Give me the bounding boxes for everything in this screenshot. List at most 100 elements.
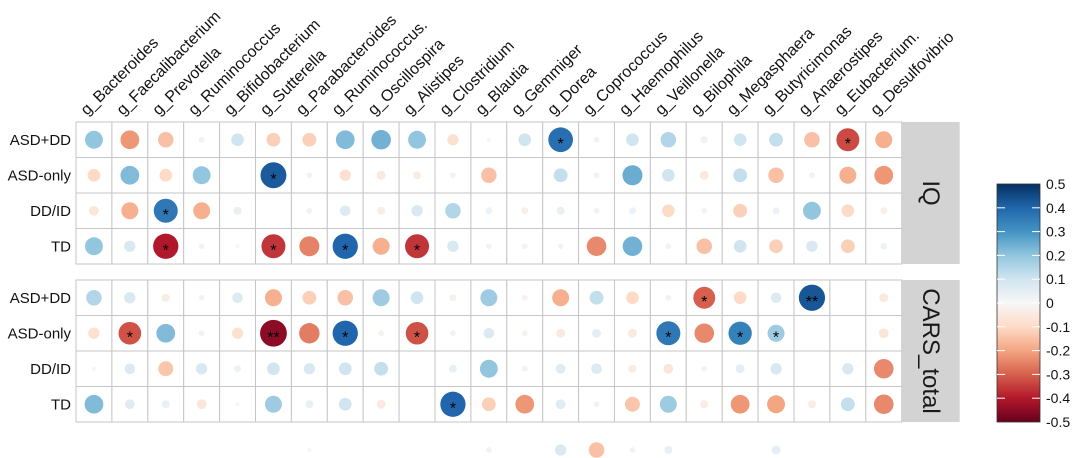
correlation-circle <box>120 130 140 150</box>
panel-grids <box>75 121 903 423</box>
grid-cell <box>793 350 831 387</box>
correlation-circle <box>696 238 712 254</box>
correlation-circle <box>156 323 176 343</box>
correlation-circle <box>332 320 358 346</box>
colorbar-tick-label: -0.1 <box>1046 319 1070 335</box>
correlation-circle <box>408 130 426 149</box>
correlation-circle <box>593 401 600 408</box>
correlation-circle <box>413 171 422 180</box>
significance-marker: * <box>737 329 743 346</box>
facet-strip-label: IQ <box>917 180 944 205</box>
correlation-circle <box>89 205 99 216</box>
row-label: ASD+DD <box>10 290 71 307</box>
correlation-circle <box>798 284 826 311</box>
correlation-circle <box>405 321 429 345</box>
correlation-circle <box>338 397 352 411</box>
correlation-circle <box>660 132 677 148</box>
row-label: DD/ID <box>30 361 71 378</box>
grid-cell <box>398 350 436 387</box>
correlation-circle <box>807 400 816 409</box>
correlation-circle-cropped <box>771 445 781 455</box>
correlation-circle <box>728 321 752 345</box>
correlation-circle <box>264 395 282 413</box>
significance-marker: * <box>701 294 707 311</box>
correlation-circle <box>339 169 351 181</box>
correlation-circle <box>557 243 564 250</box>
correlation-circle <box>196 399 207 410</box>
correlation-circle <box>332 233 358 259</box>
correlation-circle <box>589 290 604 305</box>
grid-cell <box>326 121 364 158</box>
correlation-circle <box>735 364 745 374</box>
row-label: TD <box>51 396 71 413</box>
grid-cell <box>829 315 867 352</box>
correlation-circle <box>769 132 783 147</box>
correlation-circle <box>159 168 173 182</box>
correlation-circle <box>694 323 715 344</box>
correlation-circle <box>449 294 457 302</box>
row-label: ASD-only <box>8 167 72 184</box>
correlation-circle <box>306 207 313 214</box>
correlation-circle <box>235 244 240 249</box>
grid-cell <box>506 157 544 194</box>
significance-marker: * <box>450 400 456 417</box>
correlation-circle <box>518 133 532 147</box>
correlation-circle <box>303 363 316 375</box>
correlation-circle <box>839 166 857 184</box>
significance-marker: * <box>342 329 348 346</box>
correlation-circle <box>627 328 637 338</box>
correlation-circle <box>411 205 423 217</box>
correlation-circle <box>556 328 566 338</box>
grid-cell <box>793 315 831 352</box>
correlation-circle <box>153 198 178 223</box>
correlation-circle <box>198 294 205 301</box>
correlation-circle <box>88 327 100 339</box>
grid-cell <box>506 350 544 387</box>
correlation-circle <box>873 394 894 415</box>
correlation-circle <box>84 394 104 414</box>
correlation-circle <box>624 396 640 412</box>
significance-marker: * <box>270 242 276 259</box>
correlation-circle <box>874 165 894 185</box>
grid-cell <box>255 192 292 229</box>
colorbar-tick-label: -0.4 <box>1046 390 1070 406</box>
correlation-marks <box>84 127 894 458</box>
colorbar-tick-label: 0.1 <box>1046 271 1066 287</box>
correlation-circle <box>405 234 430 259</box>
correlation-circle <box>233 206 242 215</box>
correlation-circle <box>770 363 782 375</box>
significance-marker: * <box>558 136 564 153</box>
correlation-circle <box>515 394 535 414</box>
correlation-circle <box>260 319 287 347</box>
correlation-circle <box>483 327 495 339</box>
significance-marker: * <box>163 207 169 224</box>
correlation-circle <box>628 207 636 215</box>
correlation-circle <box>730 394 750 414</box>
correlation-circle <box>665 294 672 301</box>
correlation-circle <box>118 321 142 345</box>
grid-cell <box>685 386 723 423</box>
significance-marker: * <box>163 242 169 259</box>
correlation-circle <box>193 202 211 220</box>
correlation-circle <box>769 239 783 254</box>
correlation-circle <box>198 330 205 337</box>
correlation-circle <box>305 400 314 409</box>
correlation-circle <box>371 129 391 150</box>
correlation-circle <box>586 236 607 257</box>
correlation-circle <box>622 165 643 186</box>
correlation-circle <box>87 168 101 182</box>
correlation-circle <box>521 365 528 372</box>
correlation-circle <box>121 202 139 220</box>
correlation-circle <box>450 330 456 337</box>
correlation-circle <box>840 239 855 254</box>
correlation-circle <box>626 291 639 305</box>
correlation-circle <box>880 207 888 215</box>
correlation-circle <box>450 172 456 179</box>
correlation-circle <box>124 363 136 375</box>
correlation-circle <box>161 293 170 302</box>
correlation-circle <box>555 399 566 410</box>
correlation-circle <box>124 292 136 304</box>
correlation-circle <box>693 286 716 309</box>
